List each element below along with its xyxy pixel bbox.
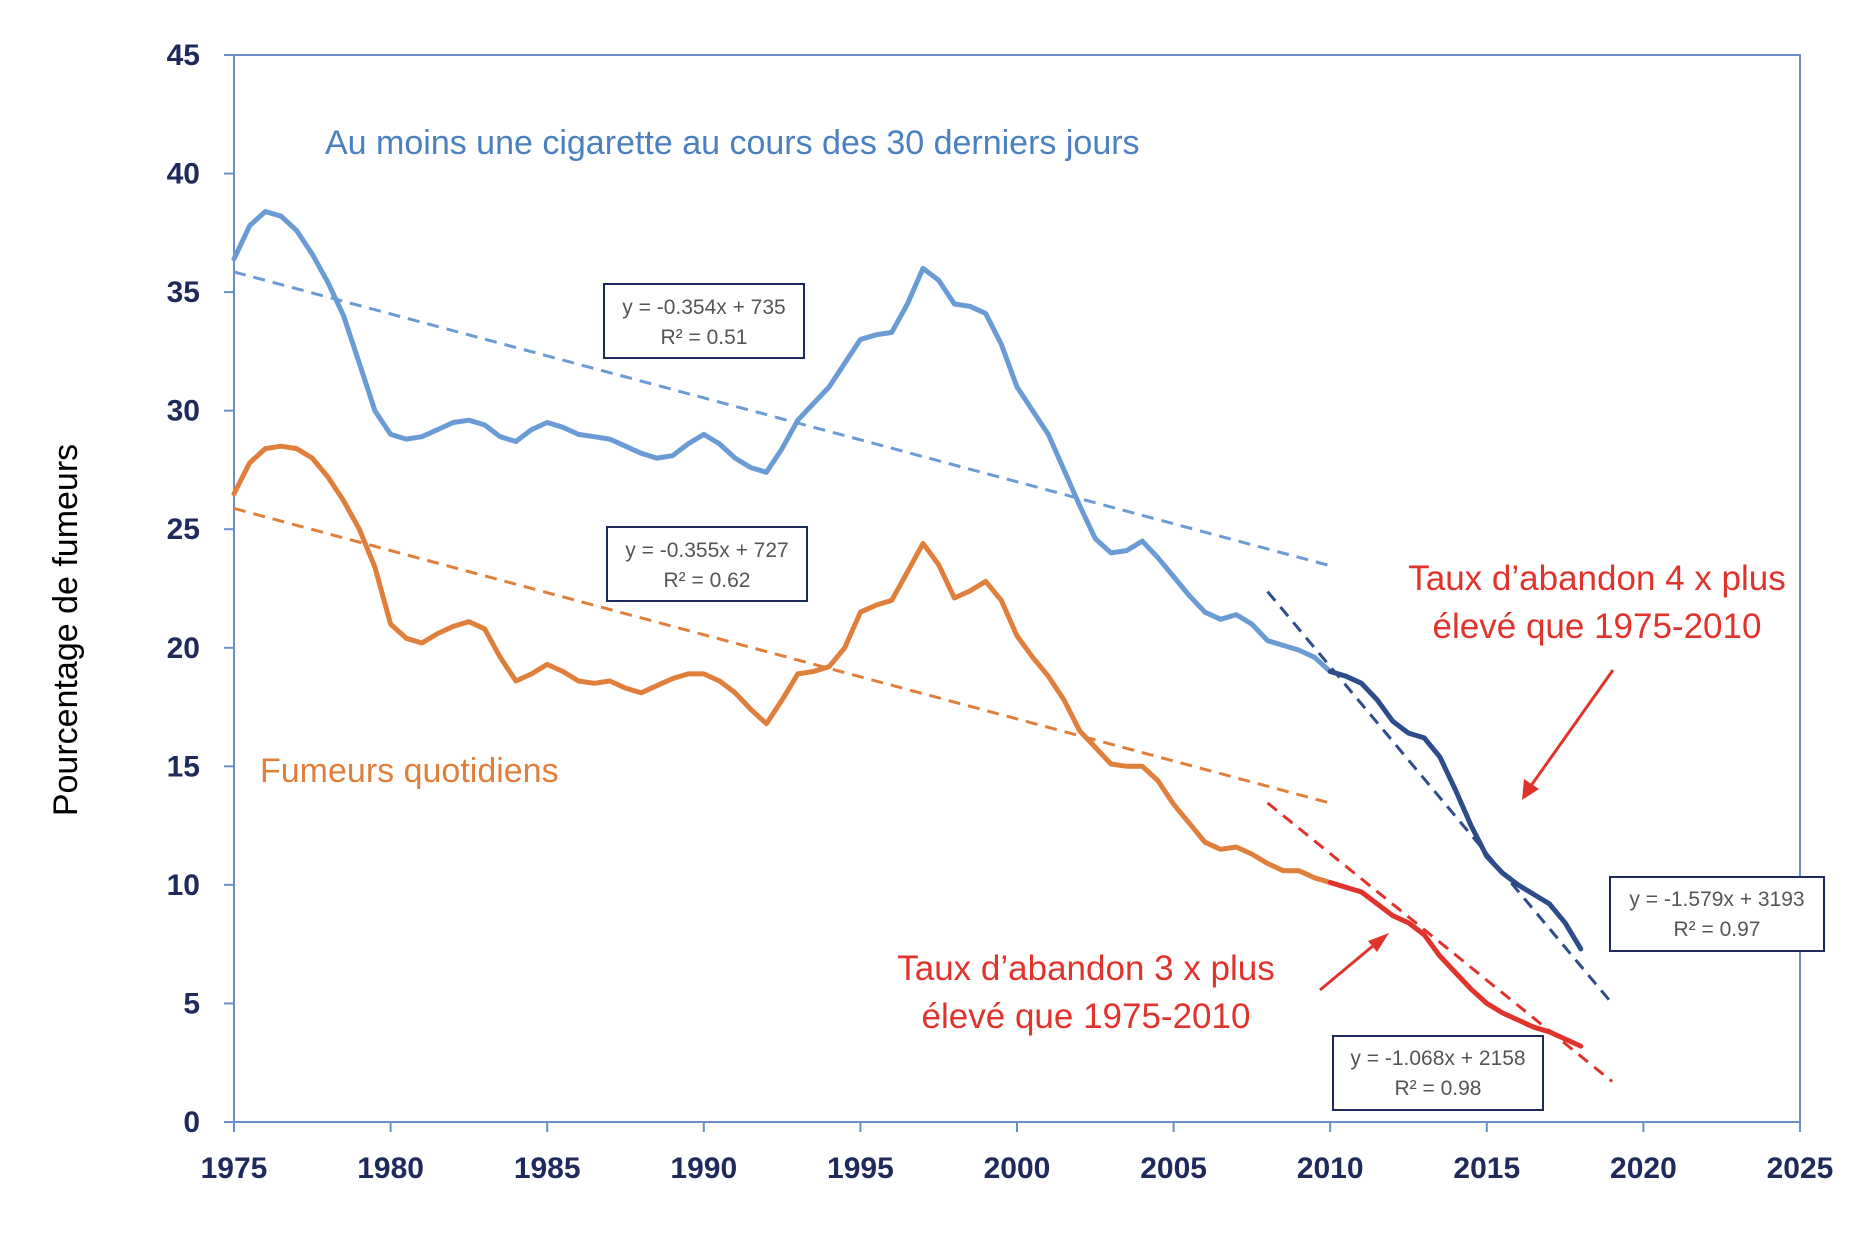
series-label-monthly: Au moins une cigarette au cours des 30 d… (325, 124, 1140, 162)
note-monthly-line-1: Taux d’abandon 4 x plus (1408, 559, 1786, 598)
trendline (1266, 590, 1614, 1005)
y-tick-label: 20 (167, 632, 200, 665)
trendline (233, 270, 1331, 568)
series-line-monthly-recent (1327, 669, 1584, 952)
equation-monthly-recent: y = -1.579x + 3193 (1629, 888, 1804, 911)
equation-box-monthly-recent: y = -1.579x + 3193 R² = 0.97 (1609, 876, 1825, 952)
x-tick-label: 1990 (670, 1152, 737, 1185)
x-tick-label: 2025 (1767, 1152, 1834, 1185)
y-tick-label: 25 (167, 513, 200, 546)
x-tick-label: 2020 (1610, 1152, 1677, 1185)
y-tick-label: 35 (167, 276, 200, 309)
y-axis-label: Pourcentage de fumeurs (47, 444, 85, 816)
y-tick-label: 15 (167, 750, 200, 783)
x-tick-label: 1995 (827, 1152, 894, 1185)
y-tick-label: 30 (167, 395, 200, 428)
x-tick-label: 2005 (1140, 1152, 1207, 1185)
arrow-daily (1319, 933, 1389, 992)
equation-monthly: y = -0.354x + 735 (622, 296, 785, 319)
series-line-monthly (231, 209, 1333, 674)
x-tick-label: 1975 (201, 1152, 268, 1185)
series-lines (231, 209, 1584, 1049)
r2-daily-recent: R² = 0.98 (1395, 1077, 1482, 1100)
trendline (233, 507, 1331, 805)
y-tick-label: 40 (167, 158, 200, 191)
x-tick-label: 2000 (984, 1152, 1051, 1185)
equation-daily: y = -0.355x + 727 (625, 539, 788, 562)
equation-box-monthly: y = -0.354x + 735 R² = 0.51 (603, 283, 805, 359)
series-line-daily (231, 443, 1333, 885)
y-tick-label: 10 (167, 869, 200, 902)
x-tick-label: 2010 (1297, 1152, 1364, 1185)
y-tick-label: 5 (183, 987, 200, 1020)
note-monthly-line-2: élevé que 1975-2010 (1433, 607, 1762, 646)
axes: 1975 1980 1985 1990 1995 2000 2005 2010 2015 2020… (167, 39, 1834, 1185)
equation-box-daily-recent: y = -1.068x + 2158 R² = 0.98 (1332, 1035, 1544, 1111)
series-label-daily: Fumeurs quotidiens (260, 752, 559, 790)
series-line-daily-recent (1327, 880, 1584, 1049)
labels: Pourcentage de fumeurs Au moins une ciga… (47, 124, 1825, 1111)
r2-daily: R² = 0.62 (664, 569, 751, 592)
equation-daily-recent: y = -1.068x + 2158 (1350, 1047, 1525, 1070)
arrow-monthly (1522, 669, 1615, 800)
note-daily-line-2: élevé que 1975-2010 (922, 997, 1251, 1036)
x-tick-label: 1980 (357, 1152, 424, 1185)
y-tick-label: 45 (167, 39, 200, 72)
y-tick-label: 0 (183, 1106, 200, 1139)
x-tick-label: 2015 (1453, 1152, 1520, 1185)
r2-monthly: R² = 0.51 (661, 326, 748, 349)
r2-monthly-recent: R² = 0.97 (1674, 918, 1761, 941)
equation-box-daily: y = -0.355x + 727 R² = 0.62 (606, 526, 808, 602)
note-daily-line-1: Taux d’abandon 3 x plus (897, 949, 1275, 988)
x-tick-label: 1985 (514, 1152, 581, 1185)
